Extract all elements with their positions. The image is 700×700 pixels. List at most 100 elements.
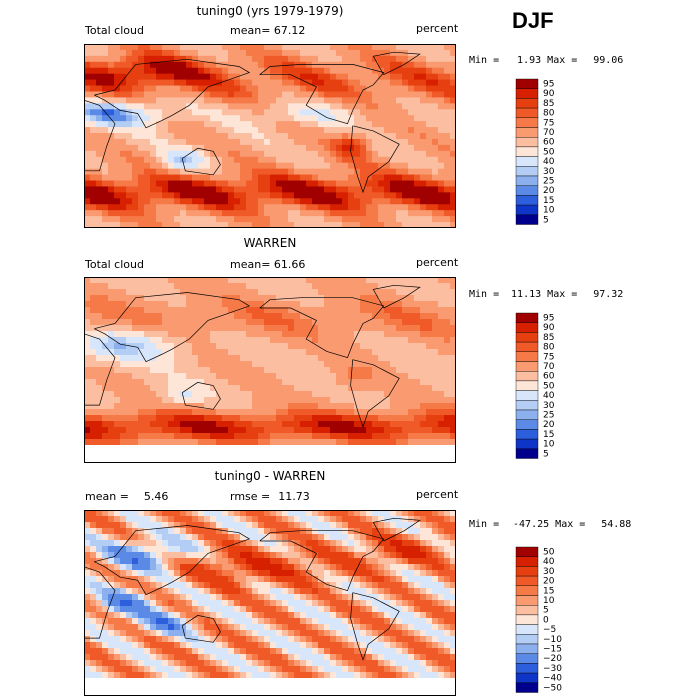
colorbar-swatch [515,322,539,333]
colorbar-swatch [515,634,539,645]
panel-1-mean-label: mean= [230,24,271,37]
colorbar-tick-label: 10 [543,596,555,606]
colorbar-tick-label: 85 [543,333,554,343]
colorbar-swatch [515,653,539,664]
panel-1-title: tuning0 (yrs 1979-1979) [196,4,344,18]
colorbar-swatch [515,195,539,206]
colorbar-tick-label: 40 [543,157,555,167]
colorbar-swatch [515,380,539,391]
colorbar-tick-label: 60 [543,138,555,148]
colorbar-tick-label: 70 [543,128,555,138]
colorbar-tick-label: 75 [543,352,554,362]
panel-3-rmse: rmse = 11.73 [230,490,310,503]
panel-3-minmax: Min = -47.25 Max = 54.88 [469,519,631,530]
panel-3-min-value: -47.25 [513,519,550,530]
colorbar-tick-label: 10 [543,440,555,450]
colorbar-swatch [515,361,539,372]
colorbar-swatch [515,312,539,323]
colorbar-tick-label: 20 [543,577,555,587]
panel-2-title: WARREN [243,236,297,250]
colorbar-swatch [515,204,539,215]
colorbar-swatch [515,409,539,420]
colorbar-swatch [515,546,539,557]
colorbar-swatch [515,672,539,683]
colorbar-tick-label: 20 [543,186,555,196]
colorbar-tick-label: 0 [543,615,549,625]
panel-3-max-label: Max = [555,519,586,530]
panel-1-mean-value: 67.12 [273,24,306,37]
colorbar-tick-label: 80 [543,109,555,119]
colorbar-swatch [515,556,539,567]
colorbar-tick-label: −10 [543,635,562,645]
colorbar-tick-label: 5 [543,606,549,616]
colorbar-tick-label: 15 [543,430,554,440]
colorbar-tick-label: 30 [543,167,555,177]
colorbar-tick-label: 20 [543,420,555,430]
panel-2-units: percent [416,256,459,269]
colorbar-tick-label: 95 [543,80,554,90]
colorbar-swatch [515,429,539,440]
panel-3-mean: mean = 5.46 [85,490,168,503]
colorbar-tick-label: −5 [543,625,556,635]
panel-1-max-label: Max = [547,55,578,66]
colorbar-tick-label: 15 [543,586,554,596]
colorbar-swatch [515,127,539,138]
colorbar-tick-label: −15 [543,645,562,655]
colorbar-swatch [515,614,539,625]
colorbar-swatch [515,682,539,693]
panel-2-max-label: Max = [547,289,578,300]
colorbar-tick-label: 75 [543,118,554,128]
panel-2-min-label: Min = [469,289,500,300]
colorbar-swatch [515,400,539,411]
panel-3-mean-value: 5.46 [143,490,169,503]
colorbar-swatch [515,595,539,606]
colorbar-tick-label: 50 [543,381,555,391]
colorbar-swatch [515,371,539,382]
colorbar-swatch [515,575,539,587]
colorbar-tick-label: 90 [543,89,555,99]
colorbar-swatch [515,390,539,401]
colorbar-tick-label: 70 [543,362,555,372]
colorbar-tick-label: 30 [543,401,555,411]
colorbar-tick-label: 40 [543,557,555,567]
season-label: DJF [512,8,554,33]
panel-3-rmse-value: 11.73 [278,490,310,503]
colorbar-tick-label: 40 [543,391,555,401]
panel-2-minmax: Min = 11.13 Max = 97.32 [469,289,623,300]
panel-1-units: percent [416,22,459,35]
colorbar-tick-label: 5 [543,215,549,225]
colorbar-swatch [515,98,539,109]
panel-2-max-value: 97.32 [593,289,624,300]
colorbar-swatch [515,332,539,343]
colorbar-swatch [515,175,539,186]
colorbar-tick-label: 15 [543,196,554,206]
colorbar-tick-label: 5 [543,449,549,459]
colorbar-swatch [515,341,539,353]
colorbar-swatch [515,643,539,654]
colorbar-swatch [515,156,539,167]
colorbar-tick-label: 85 [543,99,554,109]
panel-2-mean: mean= 61.66 [230,258,305,271]
panel-1-variable: Total cloud [85,24,144,37]
panel-1-min-label: Min = [469,55,500,66]
colorbar-tick-label: −50 [543,683,562,693]
colorbar-swatch [515,585,539,596]
panel-1-minmax: Min = 1.93 Max = 99.06 [469,55,623,66]
colorbar-swatch [515,438,539,449]
colorbar-swatch [515,78,539,89]
panel-2-min-value: 11.13 [511,289,542,300]
colorbar-swatch [515,185,539,196]
panel-1-map [84,44,456,228]
panel-3-max-value: 54.88 [601,519,632,530]
colorbar-tick-label: −20 [543,654,562,664]
colorbar-swatch [515,448,539,459]
colorbar-swatch [515,146,539,157]
colorbar-swatch [515,419,539,430]
colorbar-tick-label: 95 [543,314,554,324]
colorbar-swatch [515,117,539,128]
colorbar-tick-label: −30 [543,664,562,674]
colorbar-swatch [515,605,539,616]
colorbar-tick-label: 90 [543,323,555,333]
